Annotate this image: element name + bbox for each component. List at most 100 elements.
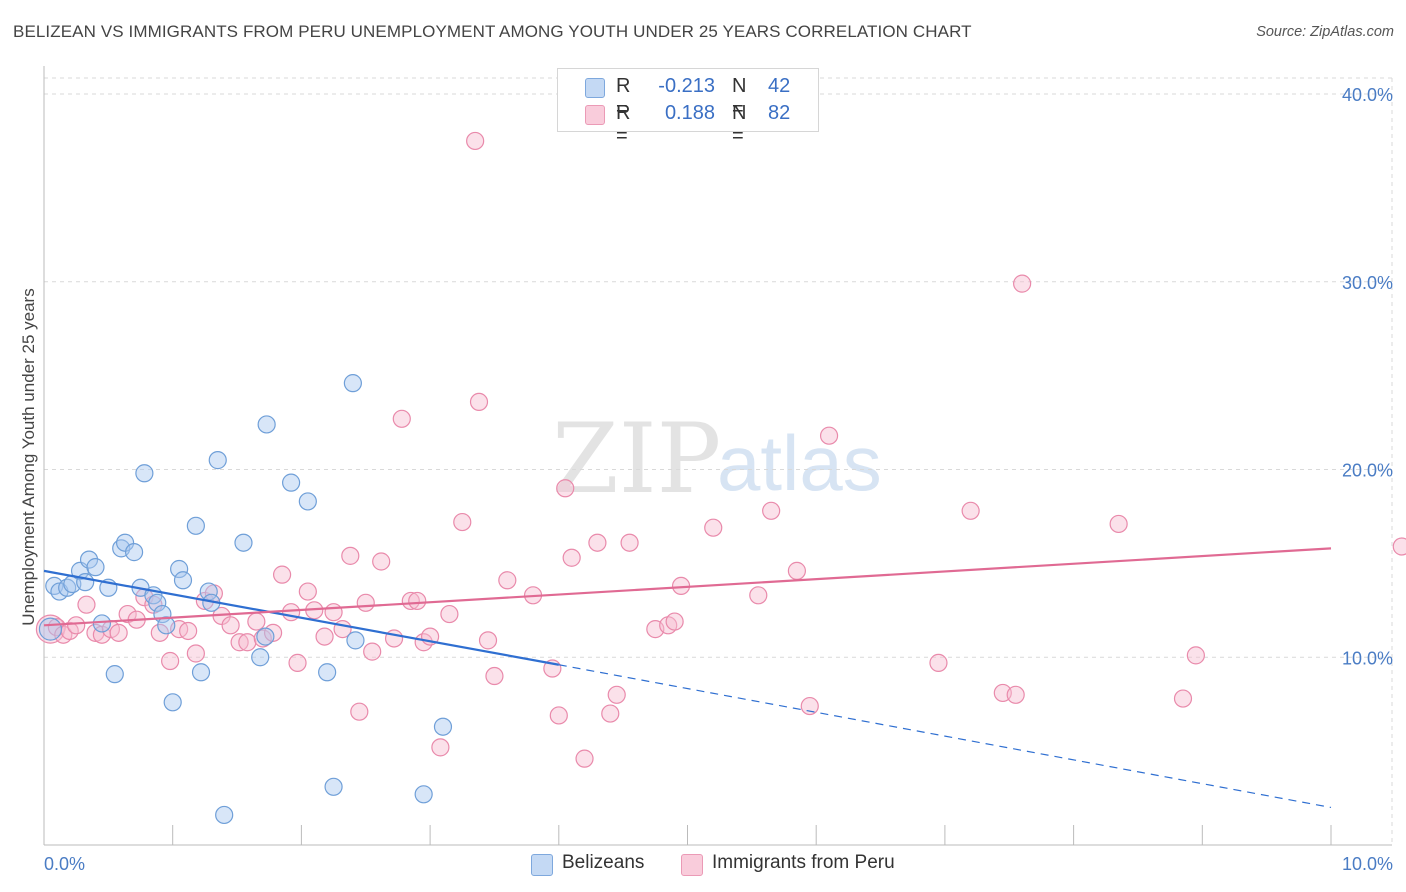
correlation-legend: R = -0.213 N = 42 R = 0.188 N = 82 [557, 68, 819, 147]
peru-point [440, 604, 459, 624]
peru-point [819, 426, 839, 445]
peru-point [665, 612, 684, 631]
peru-point [575, 749, 594, 768]
legend-r-value: -0.213 [658, 75, 715, 97]
bottom-legend-label-peru: Immigrants from Peru [712, 852, 895, 873]
y-axis-label: Unemployment Among Youth under 25 years [19, 288, 38, 625]
peru-point [186, 644, 205, 663]
x-tick-label: 0.0% [44, 854, 85, 874]
belizean-point [257, 415, 276, 434]
peru-point [230, 633, 249, 652]
belizean-point [170, 559, 189, 579]
trend-lines [43, 547, 1332, 809]
peru-point [588, 533, 607, 552]
peru-point [1392, 537, 1406, 556]
peru-point [408, 591, 427, 611]
peru-point [1013, 274, 1032, 293]
peru-point [478, 631, 498, 650]
source-label: Source: ZipAtlas.com [1256, 24, 1394, 40]
watermark-zip: ZIP [552, 403, 721, 515]
peru-point [1109, 514, 1128, 534]
belizean-trend-extension [558, 664, 1332, 809]
peru-point [77, 595, 96, 614]
belizean-point [135, 464, 154, 483]
peru-point [401, 591, 420, 611]
peru-point [1186, 646, 1205, 665]
y-tick-label: 10.0% [1342, 648, 1393, 668]
peru-point [431, 738, 450, 757]
peru-point [288, 653, 307, 672]
belizean-points [38, 374, 453, 825]
belizean-point [79, 550, 99, 569]
legend-r-label: R = [616, 102, 631, 147]
peru-point [961, 501, 980, 520]
peru-point [556, 479, 575, 498]
peru-points [35, 131, 1406, 768]
chart-title: BELIZEAN VS IMMIGRANTS FROM PERU UNEMPLO… [13, 22, 972, 41]
bottom-legend-swatch-belizeans [531, 854, 553, 876]
belizean-point [186, 516, 205, 535]
belizean-point [234, 533, 253, 552]
legend-n-label: N = [732, 102, 747, 147]
belizean-point [163, 693, 182, 712]
watermark-atlas: atlas [717, 419, 882, 507]
belizean-point [86, 558, 105, 577]
peru-point [929, 653, 948, 672]
belizean-point [191, 663, 211, 682]
belizean-point [92, 614, 112, 633]
belizean-point [298, 492, 317, 511]
bottom-legend-swatch-peru [681, 854, 703, 876]
peru-point [562, 548, 581, 567]
x-tick-label: 10.0% [1342, 854, 1393, 874]
belizean-point [251, 648, 270, 667]
peru-point [469, 392, 489, 412]
peru-point [749, 586, 768, 605]
peru-point [800, 696, 819, 716]
peru-point [762, 501, 781, 520]
peru-point [86, 623, 105, 642]
peru-point [179, 621, 198, 641]
peru-point [372, 552, 391, 571]
y-tick-label: 40.0% [1342, 85, 1393, 105]
legend-n-value: 42 [768, 75, 791, 97]
peru-point [247, 612, 266, 631]
peru-point [607, 685, 626, 704]
peru-point [238, 633, 257, 652]
peru-point [466, 131, 485, 151]
peru-point [341, 546, 360, 565]
y-tick-label: 30.0% [1342, 273, 1393, 293]
legend-swatch-belizeans [585, 78, 605, 98]
peru-point [324, 603, 343, 622]
peru-point [350, 702, 369, 721]
peru-point [549, 706, 568, 725]
belizean-point [346, 631, 365, 650]
peru-point [1006, 685, 1025, 704]
legend-n-value: 82 [768, 102, 791, 124]
belizean-point [318, 663, 337, 682]
legend-r-label: R = [616, 75, 631, 120]
belizean-point [148, 593, 167, 612]
peru-point [498, 571, 517, 590]
axis-layer [43, 66, 1392, 846]
peru-point [620, 533, 639, 552]
peru-point [253, 629, 272, 648]
peru-point [109, 623, 128, 642]
peru-point [485, 666, 504, 686]
peru-point [272, 565, 292, 584]
belizean-point [38, 617, 63, 641]
peru-point [453, 512, 472, 532]
belizean-point [282, 473, 301, 492]
belizean-point [215, 805, 234, 825]
peru-point [161, 651, 180, 671]
belizean-point [208, 451, 227, 470]
belizean-point [105, 665, 124, 684]
belizean-trend-line [43, 569, 559, 666]
belizean-point [157, 616, 176, 635]
peru-point [298, 582, 317, 601]
peru-point [601, 704, 620, 723]
belizean-point [324, 777, 343, 796]
peru-point [704, 518, 723, 537]
peru-point [315, 627, 334, 646]
peru-point [150, 623, 169, 642]
